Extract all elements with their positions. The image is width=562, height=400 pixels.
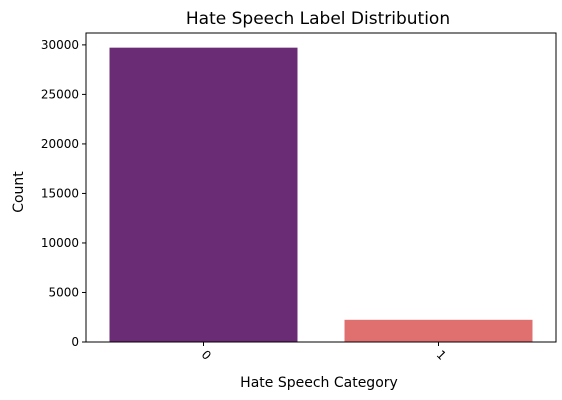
y-tick-label-25000: 25000 bbox=[41, 87, 79, 101]
y-axis-label: Count bbox=[11, 171, 27, 213]
plot-frame bbox=[85, 32, 557, 343]
bar-1 bbox=[344, 319, 533, 342]
plot-area: 0 1 0 5000 10000 15000 20000 25000 30000 bbox=[41, 32, 557, 363]
y-tick-label-10000: 10000 bbox=[41, 236, 79, 250]
y-tick-label-30000: 30000 bbox=[41, 38, 79, 52]
y-tick-label-5000: 5000 bbox=[48, 285, 79, 299]
x-tick-label-0: 0 bbox=[199, 348, 214, 363]
y-tick-label-15000: 15000 bbox=[41, 186, 79, 200]
y-tick-label-0: 0 bbox=[71, 335, 79, 349]
x-axis-label: Hate Speech Category bbox=[240, 375, 398, 391]
y-tick-label-20000: 20000 bbox=[41, 137, 79, 151]
bar-0 bbox=[109, 47, 298, 343]
x-tick-label-1: 1 bbox=[434, 348, 449, 363]
chart-title: Hate Speech Label Distribution bbox=[186, 9, 450, 29]
